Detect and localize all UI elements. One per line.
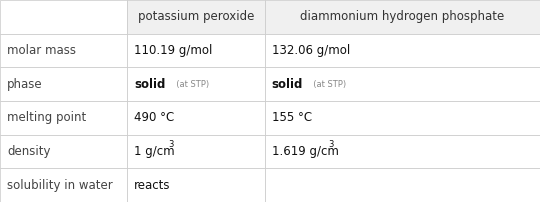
Text: solid: solid bbox=[134, 78, 165, 91]
Bar bbox=[265, 135, 540, 168]
Bar bbox=[265, 168, 540, 202]
Bar bbox=[265, 34, 540, 67]
Text: diammonium hydrogen phosphate: diammonium hydrogen phosphate bbox=[300, 10, 504, 23]
Text: (at STP): (at STP) bbox=[171, 80, 209, 89]
Text: 3: 3 bbox=[168, 140, 173, 149]
Bar bbox=[265, 0, 540, 34]
Bar bbox=[127, 101, 265, 135]
Text: 1.619 g/cm: 1.619 g/cm bbox=[272, 145, 339, 158]
Text: 490 °C: 490 °C bbox=[134, 111, 174, 124]
Text: melting point: melting point bbox=[7, 111, 86, 124]
Bar bbox=[0, 34, 127, 67]
Bar bbox=[127, 34, 265, 67]
Text: potassium peroxide: potassium peroxide bbox=[138, 10, 254, 23]
Bar bbox=[127, 135, 265, 168]
Text: molar mass: molar mass bbox=[7, 44, 76, 57]
Text: density: density bbox=[7, 145, 51, 158]
Text: 132.06 g/mol: 132.06 g/mol bbox=[272, 44, 350, 57]
Bar bbox=[0, 135, 127, 168]
Bar bbox=[265, 101, 540, 135]
Bar bbox=[0, 0, 127, 34]
Text: solubility in water: solubility in water bbox=[7, 179, 113, 192]
Text: (at STP): (at STP) bbox=[308, 80, 347, 89]
Bar bbox=[127, 67, 265, 101]
Text: phase: phase bbox=[7, 78, 43, 91]
Bar bbox=[265, 67, 540, 101]
Text: 155 °C: 155 °C bbox=[272, 111, 312, 124]
Bar bbox=[0, 168, 127, 202]
Text: 110.19 g/mol: 110.19 g/mol bbox=[134, 44, 212, 57]
Text: reacts: reacts bbox=[134, 179, 171, 192]
Text: 1 g/cm: 1 g/cm bbox=[134, 145, 174, 158]
Bar bbox=[0, 101, 127, 135]
Bar bbox=[0, 67, 127, 101]
Bar bbox=[127, 0, 265, 34]
Text: solid: solid bbox=[272, 78, 303, 91]
Text: 3: 3 bbox=[328, 140, 334, 149]
Bar bbox=[127, 168, 265, 202]
